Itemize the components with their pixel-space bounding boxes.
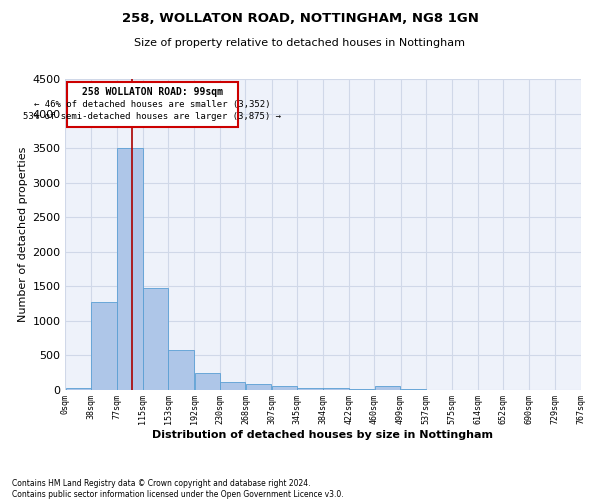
Text: 258 WOLLATON ROAD: 99sqm: 258 WOLLATON ROAD: 99sqm bbox=[82, 87, 223, 97]
Bar bbox=[143, 288, 168, 390]
Bar bbox=[374, 386, 400, 390]
Bar bbox=[91, 302, 117, 390]
X-axis label: Distribution of detached houses by size in Nottingham: Distribution of detached houses by size … bbox=[152, 430, 493, 440]
Bar bbox=[169, 350, 194, 390]
Text: Size of property relative to detached houses in Nottingham: Size of property relative to detached ho… bbox=[134, 38, 466, 48]
Bar bbox=[323, 388, 349, 390]
Bar bbox=[401, 389, 426, 390]
Bar bbox=[298, 388, 323, 390]
Bar bbox=[272, 386, 297, 390]
Text: ← 46% of detached houses are smaller (3,352): ← 46% of detached houses are smaller (3,… bbox=[34, 100, 271, 109]
Bar bbox=[349, 389, 374, 390]
Bar bbox=[220, 382, 245, 390]
Bar bbox=[118, 148, 143, 390]
Bar bbox=[65, 388, 91, 390]
Y-axis label: Number of detached properties: Number of detached properties bbox=[19, 146, 28, 322]
Text: 258, WOLLATON ROAD, NOTTINGHAM, NG8 1GN: 258, WOLLATON ROAD, NOTTINGHAM, NG8 1GN bbox=[122, 12, 478, 26]
Bar bbox=[245, 384, 271, 390]
Text: 53% of semi-detached houses are larger (3,875) →: 53% of semi-detached houses are larger (… bbox=[23, 112, 281, 122]
Text: Contains public sector information licensed under the Open Government Licence v3: Contains public sector information licen… bbox=[12, 490, 344, 499]
Bar bbox=[194, 373, 220, 390]
Text: Contains HM Land Registry data © Crown copyright and database right 2024.: Contains HM Land Registry data © Crown c… bbox=[12, 478, 311, 488]
FancyBboxPatch shape bbox=[67, 82, 238, 126]
